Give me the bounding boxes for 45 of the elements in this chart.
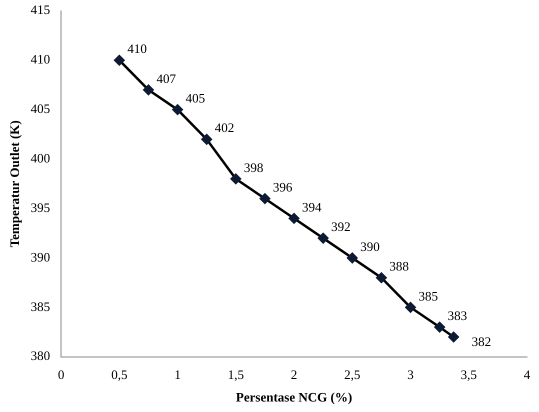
x-tick-label: 1,5 (228, 367, 244, 382)
x-tick-label: 3 (407, 367, 414, 382)
x-tick-label: 2,5 (344, 367, 360, 382)
data-label: 410 (127, 41, 147, 56)
point (172, 104, 183, 115)
data-label: 405 (186, 90, 206, 106)
x-tick-label: 0 (58, 367, 64, 382)
data-label: 407 (156, 70, 176, 86)
data-label: 388 (389, 258, 409, 274)
x-tick-label: 2 (290, 367, 298, 382)
data-label: 402 (214, 120, 234, 136)
point (448, 332, 459, 342)
data-label: 382 (472, 334, 492, 349)
point (114, 54, 125, 66)
point (201, 134, 212, 145)
y-tick-label: 400 (30, 150, 50, 166)
y-axis-title: Temperatur Outlet (K) (7, 120, 22, 248)
data-label: 396 (272, 180, 293, 195)
point (405, 302, 416, 313)
x-tick-label: 4 (524, 367, 531, 382)
data-label: 390 (360, 238, 380, 254)
data-label: 392 (331, 219, 351, 234)
y-tick-label: 395 (30, 200, 50, 215)
point (318, 232, 328, 244)
y-tick-label: 380 (30, 348, 50, 364)
y-tick-label: 385 (30, 298, 50, 314)
data-label: 383 (448, 308, 468, 324)
x-tick-label: 0,5 (111, 367, 128, 382)
y-tick-label: 410 (30, 52, 50, 67)
data-label: 398 (244, 160, 264, 175)
point (376, 272, 387, 283)
point (288, 213, 300, 224)
y-tick-label: 405 (30, 101, 50, 116)
x-axis-title: Persentase NCG (%) (236, 390, 352, 405)
data-label: 394 (302, 199, 322, 214)
x-tick-label: 1 (174, 367, 181, 382)
y-tick-label: 415 (30, 2, 50, 18)
point (347, 252, 358, 264)
point (434, 322, 445, 332)
y-tick-label: 390 (30, 249, 50, 264)
point (143, 84, 154, 96)
data-label: 385 (418, 288, 438, 304)
point (230, 174, 242, 184)
point (260, 193, 270, 204)
x-tick-label: 3,5 (460, 367, 477, 382)
